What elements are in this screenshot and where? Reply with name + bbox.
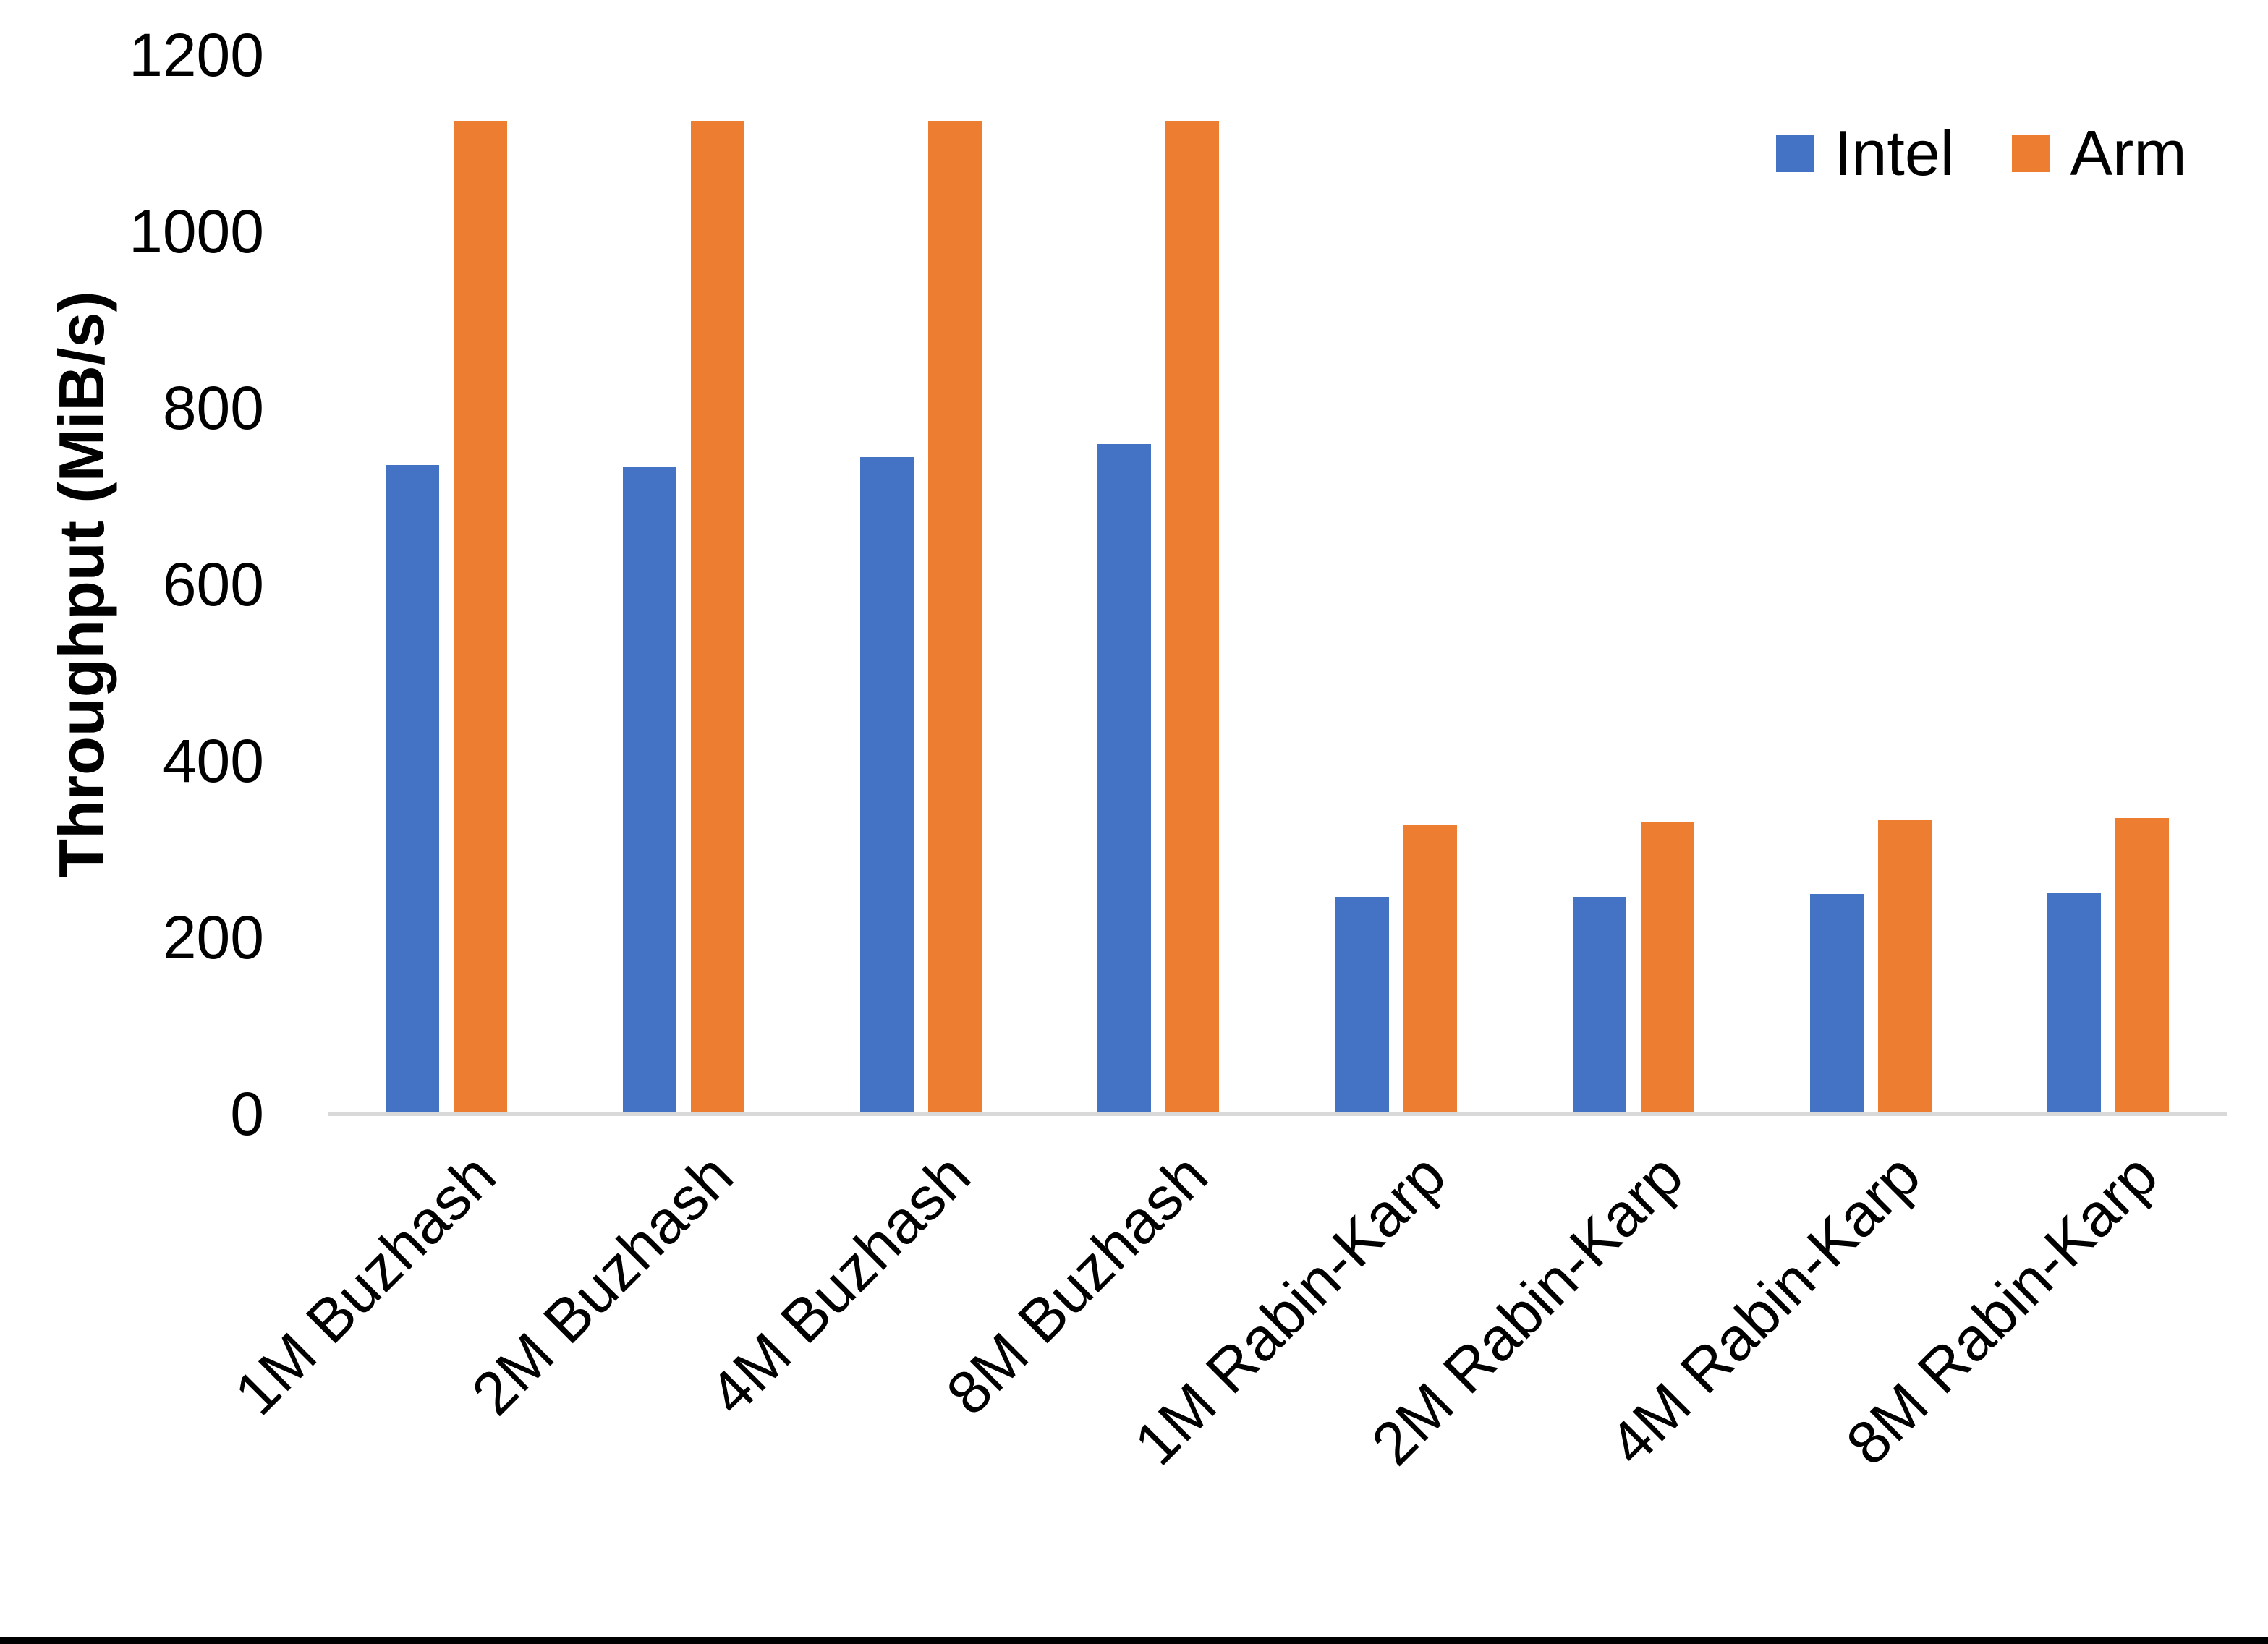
bar-intel-1m-buzhash [386, 465, 439, 1114]
bar-intel-2m-buzhash [623, 467, 676, 1114]
y-tick-200: 200 [162, 903, 264, 971]
y-tick-1000: 1000 [129, 197, 264, 265]
plot-area [328, 55, 2227, 1114]
y-tick-600: 600 [162, 550, 264, 618]
y-tick-800: 800 [162, 374, 264, 442]
x-axis-line [328, 1112, 2227, 1116]
x-label-2m-rabin-karp: 2M Rabin-Karp [1358, 1141, 1696, 1478]
x-label-1m-rabin-karp: 1M Rabin-Karp [1121, 1141, 1458, 1478]
bar-intel-1m-rabin-karp [1335, 897, 1389, 1114]
bar-intel-8m-rabin-karp [2047, 893, 2101, 1114]
arm-series-label: Arm [2070, 117, 2187, 189]
y-tick-400: 400 [162, 727, 264, 795]
bar-arm-8m-rabin-karp [2115, 818, 2169, 1114]
bar-intel-4m-rabin-karp [1810, 894, 1864, 1114]
arm-series-swatch [2012, 135, 2050, 172]
x-label-1m-buzhash: 1M Buzhash [221, 1141, 509, 1428]
y-tick-1200: 1200 [129, 21, 264, 89]
bar-arm-2m-rabin-karp [1641, 822, 1694, 1114]
bar-arm-1m-rabin-karp [1403, 825, 1457, 1114]
x-label-8m-buzhash: 8M Buzhash [933, 1141, 1220, 1428]
bar-intel-8m-buzhash [1097, 444, 1151, 1114]
x-label-8m-rabin-karp: 8M Rabin-Karp [1832, 1141, 2170, 1478]
intel-series-label: Intel [1834, 117, 1955, 189]
bar-arm-4m-rabin-karp [1878, 820, 1932, 1114]
bar-arm-4m-buzhash [928, 121, 982, 1114]
intel-series-swatch [1776, 135, 1814, 172]
bar-arm-8m-buzhash [1165, 121, 1219, 1114]
x-label-2m-buzhash: 2M Buzhash [459, 1141, 746, 1428]
legend-item-intel: Intel [1776, 122, 1954, 185]
bar-arm-2m-buzhash [691, 121, 744, 1114]
bottom-border [0, 1637, 2268, 1644]
y-tick-0: 0 [230, 1080, 264, 1148]
x-label-4m-rabin-karp: 4M Rabin-Karp [1595, 1141, 1933, 1478]
bar-intel-4m-buzhash [860, 457, 914, 1114]
bar-arm-1m-buzhash [454, 121, 507, 1114]
legend: Intel Arm [1776, 122, 2187, 185]
legend-item-arm: Arm [2012, 117, 2187, 189]
bar-intel-2m-rabin-karp [1573, 897, 1626, 1114]
x-label-4m-buzhash: 4M Buzhash [696, 1141, 983, 1428]
